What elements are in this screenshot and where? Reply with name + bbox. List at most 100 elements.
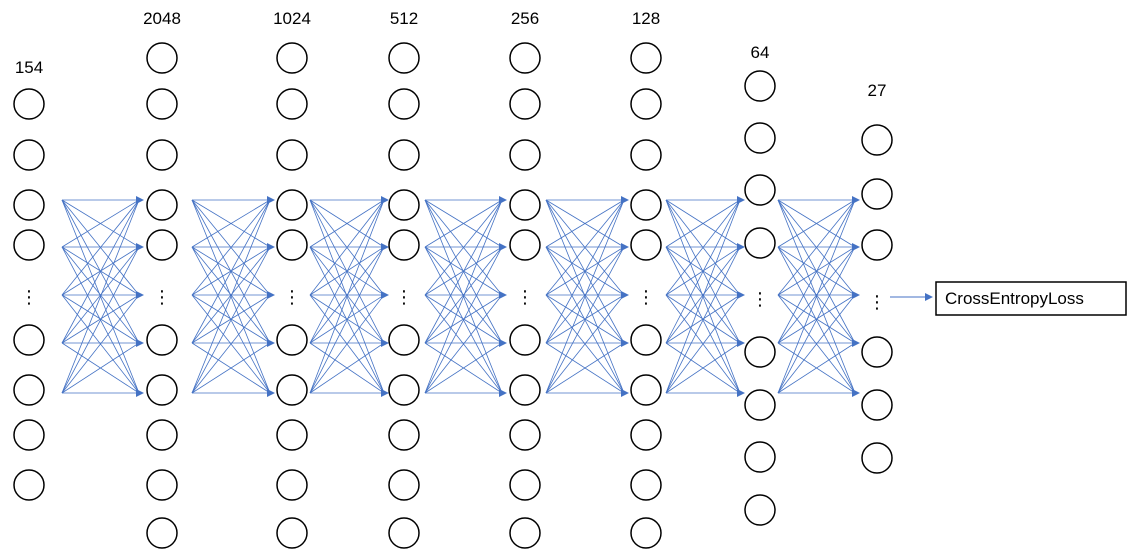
- neuron-node: [276, 229, 308, 261]
- connection-arrowhead: [621, 291, 629, 299]
- neuron-node: [861, 178, 893, 210]
- neuron-node: [744, 441, 776, 473]
- neuron-node: [861, 442, 893, 474]
- connection-arrowhead: [852, 339, 860, 347]
- neuron-node: [13, 374, 45, 406]
- neuron-node: [276, 189, 308, 221]
- connection-arrowhead: [136, 339, 144, 347]
- connection-line: [309, 246, 385, 344]
- connection-line: [309, 342, 385, 394]
- connection-line: [61, 246, 140, 394]
- connection-line: [309, 199, 385, 248]
- connection-line: [61, 199, 140, 344]
- ellipsis-dots: ⋮: [868, 292, 886, 313]
- nodes-group: ⋮ ⋮ ⋮ ⋮ ⋮ ⋮ ⋮ ⋮: [13, 42, 893, 549]
- neuron-node: [276, 42, 308, 74]
- connection-arrowhead: [267, 196, 275, 204]
- neuron-node: [630, 419, 662, 451]
- ellipsis-dots: ⋮: [283, 287, 301, 308]
- connection-arrowhead: [267, 339, 275, 347]
- ellipsis-dots: ⋮: [395, 287, 413, 308]
- neuron-node: [630, 189, 662, 221]
- connection-line: [191, 199, 271, 394]
- connection-line: [665, 342, 741, 394]
- neuron-node: [13, 189, 45, 221]
- neuron-node: [146, 189, 178, 221]
- layer-size-label: 27: [868, 81, 887, 100]
- neuron-node: [630, 88, 662, 120]
- connection-line: [665, 294, 741, 394]
- connection-arrowhead: [852, 196, 860, 204]
- neuron-node: [630, 42, 662, 74]
- neuron-node: [276, 517, 308, 549]
- connection-line: [424, 199, 503, 248]
- neuron-node: [388, 517, 420, 549]
- connection-line: [545, 199, 625, 344]
- connection-line: [424, 342, 503, 394]
- connection-arrowhead: [621, 196, 629, 204]
- neuron-node: [276, 324, 308, 356]
- neuron-node: [861, 229, 893, 261]
- layer-size-label: 2048: [143, 9, 181, 28]
- neuron-node: [630, 374, 662, 406]
- connection-line: [309, 199, 385, 296]
- connection-line: [61, 294, 140, 344]
- neuron-node: [388, 469, 420, 501]
- connection-line: [61, 199, 140, 394]
- neuron-node: [146, 229, 178, 261]
- connection-line: [309, 246, 385, 394]
- neuron-node: [146, 517, 178, 549]
- neuron-node: [509, 42, 541, 74]
- connection-arrowhead: [136, 196, 144, 204]
- connection-arrowhead: [136, 389, 144, 397]
- neuron-node: [388, 139, 420, 171]
- neuron-node: [630, 517, 662, 549]
- connection-arrowhead: [852, 243, 860, 251]
- connection-arrowhead: [267, 243, 275, 251]
- connection-arrowhead: [737, 196, 745, 204]
- connection-line: [61, 294, 140, 394]
- connection-arrowhead: [499, 243, 507, 251]
- connection-line: [424, 246, 503, 344]
- neuron-node: [388, 324, 420, 356]
- neuron-node: [744, 336, 776, 368]
- neuron-node: [744, 70, 776, 102]
- neuron-node: [146, 42, 178, 74]
- connection-arrowhead: [381, 243, 389, 251]
- connection-line: [665, 294, 741, 344]
- connection-line: [665, 199, 741, 296]
- connection-arrowhead: [621, 243, 629, 251]
- neuron-node: [13, 324, 45, 356]
- neuron-node: [509, 189, 541, 221]
- neuron-node: [13, 469, 45, 501]
- connection-line: [665, 199, 741, 344]
- connection-line: [665, 199, 741, 394]
- neuron-node: [509, 229, 541, 261]
- connection-arrowhead: [737, 389, 745, 397]
- connection-line: [777, 246, 856, 344]
- connection-line: [309, 294, 385, 344]
- connection-line: [424, 199, 503, 394]
- neuron-node: [630, 229, 662, 261]
- neuron-node: [13, 88, 45, 120]
- connection-line: [191, 342, 271, 394]
- neuron-node: [388, 374, 420, 406]
- neuron-node: [509, 139, 541, 171]
- connection-line: [777, 294, 856, 344]
- connection-line: [545, 294, 625, 394]
- connection-line: [545, 246, 625, 394]
- loss-label: CrossEntropyLoss: [945, 289, 1084, 308]
- neuron-node: [276, 88, 308, 120]
- connection-arrowhead: [737, 291, 745, 299]
- connection-line: [309, 199, 385, 394]
- connection-line: [61, 246, 140, 344]
- connection-arrowhead: [737, 243, 745, 251]
- connection-arrowhead: [621, 389, 629, 397]
- connection-line: [191, 199, 271, 344]
- ellipsis-dots: ⋮: [751, 289, 769, 310]
- connection-arrowhead: [499, 339, 507, 347]
- connection-line: [424, 294, 503, 344]
- connection-arrowhead: [499, 196, 507, 204]
- connection-line: [545, 199, 625, 394]
- connection-arrowhead: [852, 291, 860, 299]
